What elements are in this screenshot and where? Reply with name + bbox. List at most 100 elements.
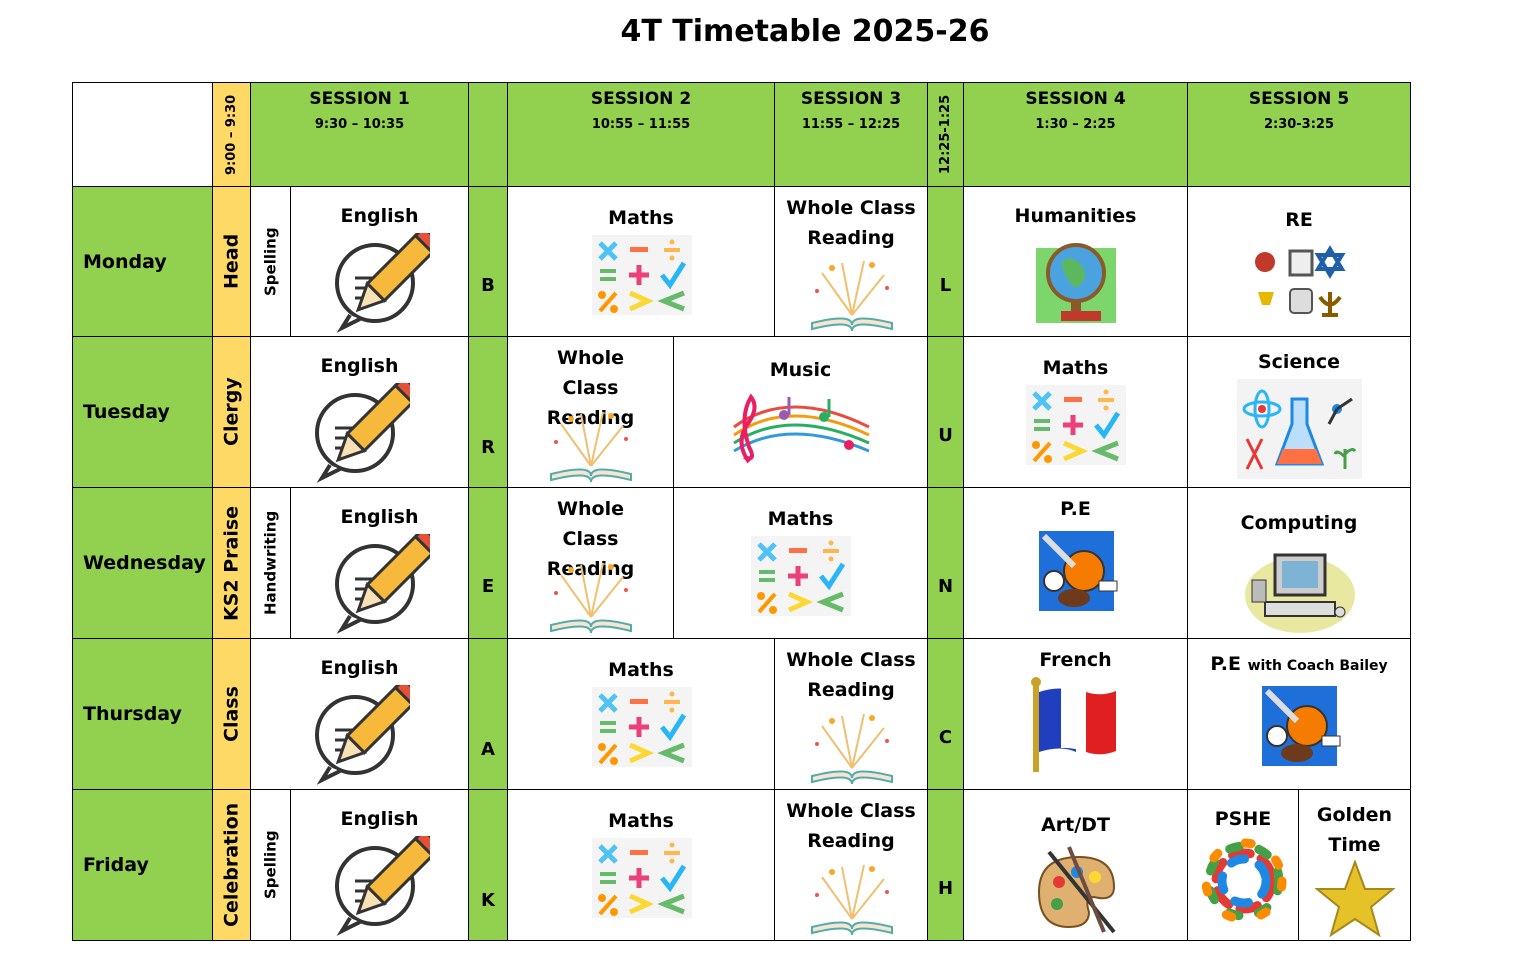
icon-shape [868,715,875,721]
icon-shape [598,743,617,765]
icon-shape [335,685,410,765]
lesson-cell: English [290,186,469,337]
lesson-cell: RE [1187,186,1411,337]
pe-icon [1262,686,1341,766]
palette-icon [1037,846,1116,934]
icon-shape [608,564,614,570]
icon-shape [335,383,410,463]
icon-shape [599,277,616,281]
computer-icon [1244,553,1355,633]
globe-icon [1036,243,1116,323]
break-cell: A [468,638,508,790]
icon-shape [732,405,870,429]
icon-shape [628,290,654,312]
lunch-header: 12:25-1:25 [927,82,964,187]
icon-shape [599,872,616,876]
session-time: 2:30-3:25 [1263,117,1335,132]
registration-time: 9:00 – 9:30 [224,94,239,175]
icon-shape [554,440,558,444]
icon-shape [1336,397,1353,411]
icon-shape [599,269,616,273]
session-header: SESSION 3 11:55 – 12:25 [774,82,928,187]
icon-shape [629,247,648,252]
maths-icon [1026,385,1126,465]
icon-shape [629,850,648,855]
icon-shape [1257,292,1274,305]
maths-icon [591,687,692,767]
lesson-cell: English [290,487,469,639]
icon-shape [656,742,685,764]
icon-shape [597,844,618,864]
icon-shape [1103,389,1109,395]
icon-shape [820,725,853,769]
session-time: 9:30 – 10:35 [314,117,405,132]
assembly-name: Class [220,686,243,742]
subject-note: with Coach Bailey [1247,658,1388,674]
icon-shape [336,916,361,936]
icon-shape [316,765,341,785]
extra-name: Handwriting [261,510,280,616]
title: 4T Timetable 2025-26 [620,14,990,49]
icon-shape [316,463,341,483]
icon-shape [1254,252,1275,272]
assembly-cell: Head [212,186,251,337]
icon-shape [814,893,819,897]
lesson-cell: English [250,638,469,790]
icon-shape [1315,859,1395,937]
icon-shape [1032,391,1052,411]
icon-shape [1333,448,1357,469]
day-cell: Wednesday [72,487,213,639]
subject-name: P.E with Coach Bailey [1192,649,1406,681]
break-cell: K [468,789,508,941]
icon-shape [1277,449,1322,464]
subject-name: Maths [767,508,834,530]
icon-shape [1327,408,1339,425]
icon-shape [739,393,756,464]
icon-shape [1057,589,1090,607]
icon-shape [628,265,649,285]
icon-shape [1242,400,1282,418]
extra-cell: Spelling [250,789,291,941]
icon-shape [828,556,834,562]
subject-name: Whole Class Reading [786,197,916,249]
icon-shape [599,721,616,725]
icon-shape [659,713,686,742]
icon-shape [1245,438,1264,470]
lesson-cell: Maths [507,186,775,337]
subject-name: RE [1285,209,1313,231]
icon-shape [663,700,680,704]
icon-shape [1034,427,1050,431]
break-letter: A [481,739,495,760]
icon-shape [820,864,885,920]
icon-shape [1034,419,1050,423]
icon-shape [335,732,368,765]
icon-shape [1061,311,1101,321]
icon-shape [355,280,388,313]
icon-shape [624,588,628,592]
maths-icon [751,536,851,616]
book-icon [550,411,632,483]
icon-shape [355,883,388,916]
icon-shape [1071,301,1081,313]
icon-shape [840,866,853,920]
subject-name: Maths [1042,357,1109,379]
break-letter: E [481,576,495,597]
lesson-cell: Whole Class Reading [507,336,674,488]
icon-shape [1201,838,1286,924]
break-letter: N [937,576,954,597]
icon-shape [1263,601,1336,617]
day-cell: Thursday [72,638,213,790]
icon-shape [1032,441,1040,449]
break-cell: B [468,186,508,337]
subject-name: Maths [608,207,674,229]
break-letter: C [938,727,953,748]
pencil-icon [335,836,430,936]
break-cell: R [468,336,508,488]
subject-name: PSHE [1214,808,1272,830]
lesson-cell: English [290,789,469,941]
icon-shape [1033,682,1039,772]
icon-shape [355,534,430,614]
icon-shape [850,713,865,769]
icon-shape [628,742,654,764]
icon-shape [597,693,618,713]
